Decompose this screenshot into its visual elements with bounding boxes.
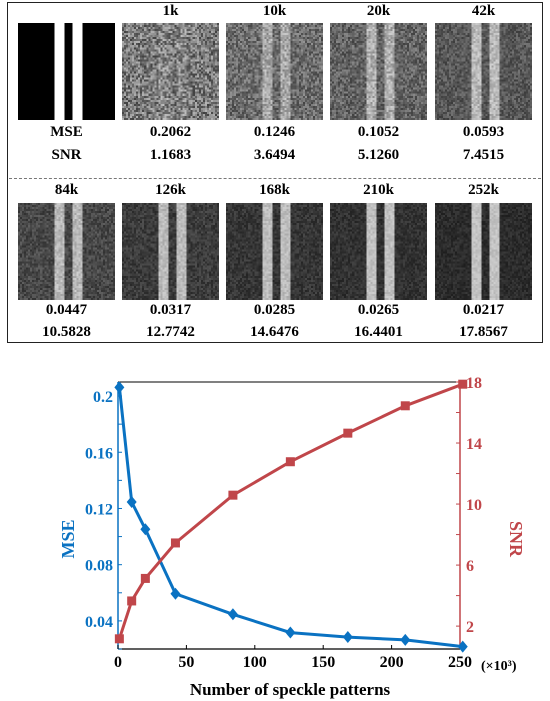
snr-data-point	[114, 634, 124, 644]
snr-value: 3.6494	[253, 147, 296, 163]
x-axis-ticks: 0 50 100 150 200 250	[114, 645, 472, 671]
mse-value: 0.0593	[462, 124, 505, 140]
reconstruction-image	[226, 203, 323, 300]
mse-value: 0.1052	[357, 124, 400, 140]
mse-value: 0.0447	[45, 302, 88, 318]
mse-value: 0.0217	[462, 302, 505, 318]
reconstruction-image	[122, 23, 219, 120]
snr-data-point	[285, 457, 295, 467]
reconstruction-image	[226, 23, 323, 120]
x-tick-label: 0	[114, 654, 122, 671]
snr-value: 10.5828	[42, 324, 91, 340]
row-divider	[9, 178, 541, 179]
mse-tick-label: 0.16	[85, 445, 113, 462]
x-axis-title: Number of speckle patterns	[190, 680, 391, 699]
mse-series-line	[117, 387, 463, 649]
mse-value: 0.2062	[149, 124, 192, 140]
snr-data-point	[458, 379, 468, 389]
sample-count-label: 42k	[471, 3, 496, 19]
x-tick-label: 250	[448, 654, 472, 671]
sample-count-label: 20k	[366, 3, 391, 19]
sample-count-label: 252k	[468, 182, 499, 198]
mse-data-point	[140, 523, 151, 536]
mse-tick-label: 0.08	[85, 558, 113, 575]
reconstruction-image	[330, 23, 427, 120]
snr-axis-title: SNR	[506, 521, 526, 558]
mse-data-point	[114, 381, 125, 394]
mse-data-point	[170, 587, 181, 600]
plot-frame	[117, 381, 461, 650]
snr-data-point	[170, 538, 180, 548]
snr-value: 12.7742	[146, 324, 195, 340]
mse-value: 0.0265	[357, 302, 400, 318]
snr-value: 14.6476	[250, 324, 299, 340]
object-image	[18, 23, 115, 120]
mse-tick-label: 0.04	[85, 614, 113, 631]
mse-tick-label: 0.2	[93, 389, 113, 406]
mse-axis-ticks: 0.04 0.08 0.12 0.16 0.2	[85, 389, 122, 650]
snr-tick-label: 6	[466, 558, 474, 575]
sample-count-label: 10k	[262, 3, 287, 19]
snr-row-label: SNR	[51, 147, 82, 163]
snr-value: 5.1260	[357, 147, 400, 163]
mse-row-label: MSE	[50, 124, 83, 140]
sample-count-label: 168k	[259, 182, 290, 198]
snr-tick-label: 14	[466, 436, 482, 453]
mse-tick-label: 0.12	[85, 501, 113, 518]
mse-axis-title: MSE	[58, 519, 78, 558]
mse-data-point	[285, 626, 296, 639]
reconstruction-image	[330, 203, 427, 300]
mse-data-point	[227, 608, 238, 621]
mse-snr-chart: 0.04 0.08 0.12 0.16 0.2 2 6 10 14 18 0 50 100 150 20…	[58, 375, 526, 699]
mse-value: 0.0317	[149, 302, 192, 318]
x-axis-unit: (×10³)	[481, 659, 517, 674]
reconstruction-image	[435, 23, 532, 120]
snr-series-line	[117, 382, 464, 640]
sample-count-label: 84k	[54, 182, 79, 198]
x-tick-label: 200	[380, 654, 404, 671]
sample-count-label: 126k	[155, 182, 186, 198]
mse-data-point	[400, 633, 411, 646]
snr-tick-label: 10	[466, 497, 482, 514]
sample-count-label: 1k	[162, 3, 179, 19]
snr-tick-label: 2	[466, 619, 474, 636]
snr-data-point	[140, 573, 150, 583]
snr-value: 17.8567	[459, 324, 508, 340]
sample-count-label: 210k	[363, 182, 394, 198]
snr-value: 7.4515	[462, 147, 505, 163]
x-tick-label: 150	[311, 654, 335, 671]
reconstruction-image	[18, 203, 115, 300]
snr-data-point	[343, 428, 353, 438]
snr-data-point	[127, 596, 137, 606]
snr-value: 16.4401	[354, 324, 403, 340]
snr-data-point	[228, 490, 238, 500]
reconstruction-image	[122, 203, 219, 300]
mse-value: 0.0285	[253, 302, 296, 318]
mse-data-point	[457, 640, 468, 653]
reconstruction-image	[435, 203, 532, 300]
mse-data-point	[126, 496, 137, 509]
chart-series	[114, 379, 468, 653]
x-tick-label: 100	[243, 654, 267, 671]
snr-tick-label: 18	[466, 375, 482, 392]
mse-data-point	[342, 631, 353, 644]
snr-data-point	[400, 401, 410, 411]
x-tick-label: 50	[178, 654, 194, 671]
speckle-reconstruction-panel: MSE SNR 1k 0.2062 1.1683 10k 0.1246 3.6494 20k 0.…	[7, 2, 543, 343]
snr-value: 1.1683	[149, 147, 192, 163]
mse-value: 0.1246	[253, 124, 296, 140]
